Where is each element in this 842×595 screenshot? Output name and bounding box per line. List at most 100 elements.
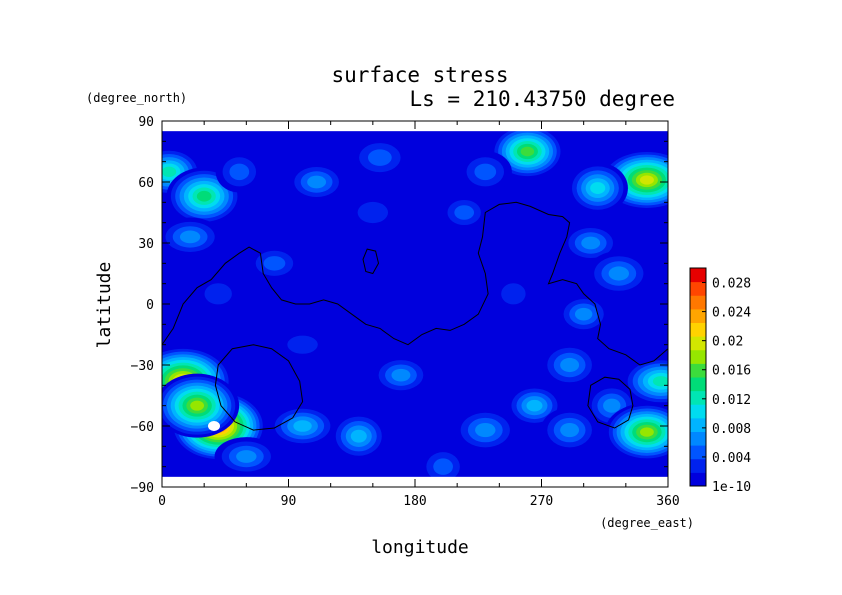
heatmap-hotspot [540,342,599,388]
heatmap-hotspot [491,274,535,314]
heatmap-band [520,146,535,157]
y-tick-label: 90 [138,115,154,130]
colorbar-tick-label: 0.012 [712,393,751,408]
x-tick-label: 0 [158,494,166,509]
colorbar-swatch [690,390,706,405]
heatmap-hotspot [567,162,628,214]
heatmap-band [293,420,312,432]
heatmap-hotspot [372,355,430,395]
heatmap-band [501,283,526,305]
heatmap-hotspot [330,412,387,461]
heatmap-band [229,163,250,181]
heatmap-hotspot [193,274,243,314]
no-data-band-north [162,130,668,132]
y-units-label: (degree_north) [86,91,187,105]
contour-small-island [362,248,380,275]
x-axis-label: longitude [371,537,469,558]
colorbar-swatch [690,281,706,296]
heatmap-band [357,201,389,224]
contour-main-continent-outline [162,201,668,366]
heatmap-band [307,175,327,189]
heatmap-band [581,236,601,250]
y-tick-label: −60 [131,420,154,435]
heatmap-hotspot [247,245,302,282]
colorbar: 1e-10 0.004 0.008 0.012 0.016 0.02 0.024 0.028 [689,267,751,495]
colorbar-swatch [690,417,706,432]
x-tick-label: 90 [281,494,297,509]
heatmap-hotspot [275,328,330,361]
chart-subtitle: Ls = 210.43750 degree [409,87,675,111]
heatmap-band [652,376,668,387]
heatmap-band [190,400,205,411]
heatmap-hotspot [162,217,222,257]
heatmap-hotspot [540,407,599,453]
no-data-band-south [162,476,668,479]
y-tick-label: 0 [146,298,154,313]
colorbar-tick-label: 0.02 [712,335,743,350]
colorbar-swatch [690,431,706,446]
heatmap-hotspot [162,373,240,438]
heatmap-band [560,357,580,373]
contour-east-basin [587,376,634,429]
contour-layer [162,201,668,431]
chart-title: surface stress [331,63,508,87]
y-axis-label: latitude [94,262,115,349]
heatmap-hotspot [453,407,518,453]
heatmap-hotspot [214,437,279,476]
heatmap-band [526,399,543,412]
colorbar-tick-label: 0.004 [712,451,751,466]
heatmap-hotspot [419,445,467,479]
heatmap-band [590,182,606,195]
heatmap-band [574,307,593,321]
y-tick-label: −30 [131,359,154,374]
x-tick-label: 180 [403,494,426,509]
colorbar-swatch [690,404,706,419]
y-tick-label: −90 [131,481,154,496]
heatmap-band [640,427,654,437]
heatmap-hotspot [345,193,401,232]
colorbar-swatch [690,295,706,310]
colorbar-swatch [690,363,706,378]
colorbar-swatch [690,472,706,487]
heatmap-band [236,450,257,463]
contour-west-basin [214,344,304,431]
colorbar-tick-label: 0.028 [712,277,751,292]
heatmap-band [287,335,318,354]
heatmap-band [391,368,411,382]
colorbar-swatch [690,458,706,473]
colorbar-frame [689,267,707,487]
heatmap-band [204,283,232,305]
heatmap-hotspot [561,223,620,263]
colorbar-swatch [690,349,706,364]
colorbar-tick-label: 0.016 [712,364,751,379]
plot-area: 0 90 180 270 360 −90 −60 −30 0 30 60 90 [131,115,680,509]
heatmap-hotspot [622,357,668,406]
x-tick-label: 360 [656,494,679,509]
colorbar-swatch [690,377,706,392]
heatmap-hotspot [604,403,668,462]
colorbar-swatch [690,336,706,351]
heatmap-hotspot [268,405,337,447]
heatmap-hotspot [458,151,512,193]
heatmap-hotspot [440,194,488,231]
colorbar-tick-label: 0.024 [712,306,751,321]
heatmap-band [350,429,367,443]
heatmap-layer [162,130,668,479]
heatmap-hotspot [287,162,346,202]
axes-layer: 0 90 180 270 360 −90 −60 −30 0 30 60 90 [131,115,680,509]
x-tick-label: 270 [530,494,553,509]
colorbar-swatch [690,308,706,323]
heatmap-band [474,163,497,181]
heatmap-hotspot [166,167,242,226]
heatmap-band [367,149,392,166]
colorbar-tick-label: 1e-10 [712,480,751,495]
heatmap-hotspot [215,151,263,193]
heatmap-band [179,230,201,244]
heatmap-band [560,422,580,438]
heatmap-band [603,398,621,413]
heatmap-band [475,422,496,438]
y-tick-label: 30 [138,237,154,252]
heatmap-hotspot [587,251,651,296]
heatmap-peak [208,421,221,431]
